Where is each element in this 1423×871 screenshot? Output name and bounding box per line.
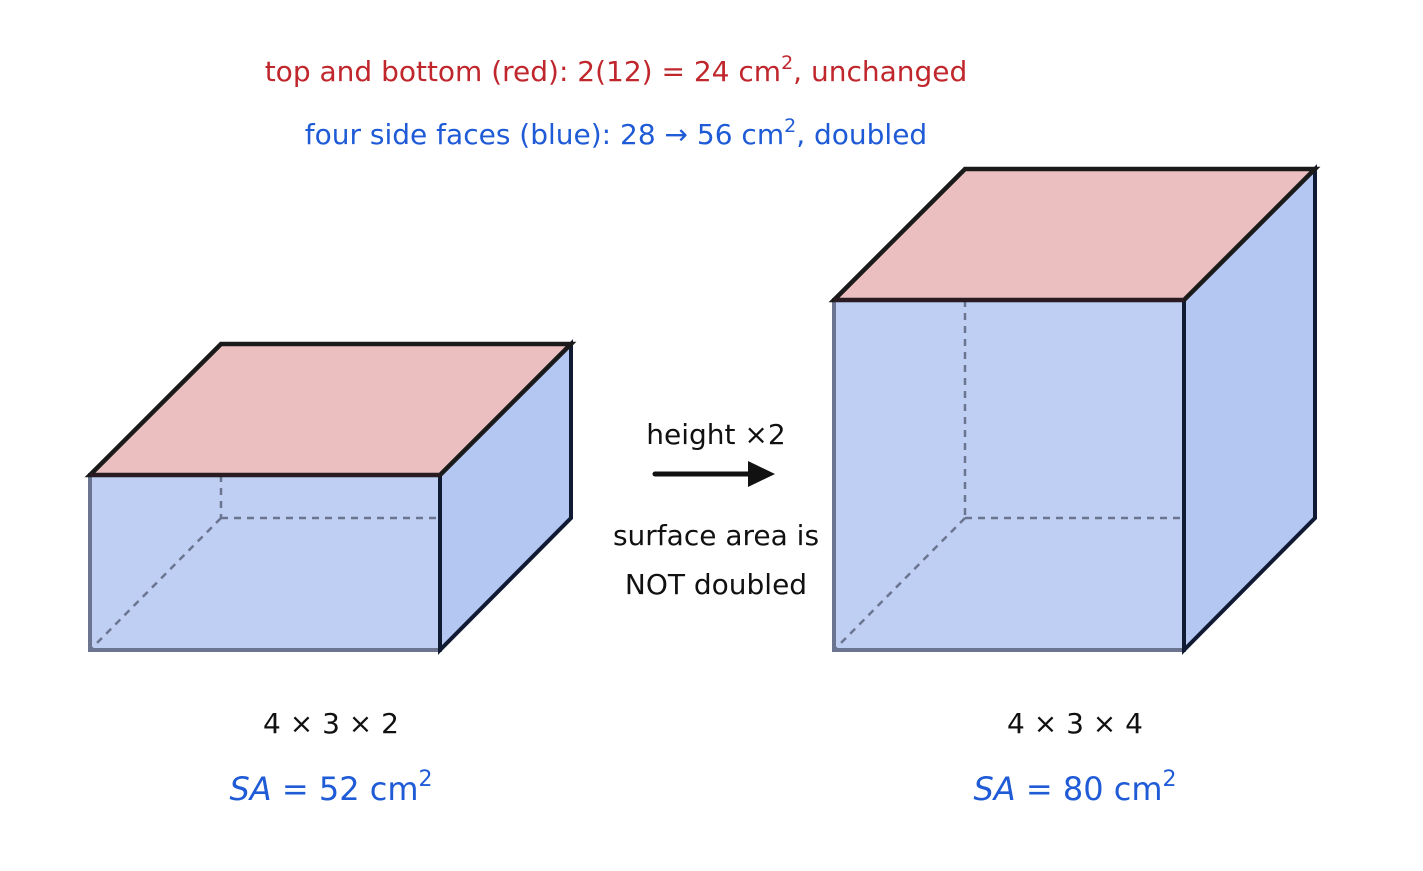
note-line-1: surface area is: [613, 519, 819, 552]
left-box-surface-area: SA = 52 cm2: [229, 767, 432, 808]
header-line-side-faces: four side faces (blue): 28 → 56 cm2, dou…: [305, 115, 927, 151]
left-box-front-face: [88, 473, 442, 652]
height-label: height ×2: [646, 418, 785, 451]
right-box-front-face: [832, 298, 1186, 652]
right-box-dimensions: 4 × 3 × 4: [1007, 707, 1143, 740]
right-box-surface-area: SA = 80 cm2: [973, 767, 1176, 808]
left-box-dimensions: 4 × 3 × 2: [263, 707, 399, 740]
header-line-top-bottom: top and bottom (red): 2(12) = 24 cm2, un…: [265, 52, 968, 88]
left-box: [84, 339, 577, 655]
right-box: [828, 164, 1321, 655]
left-box-hidden-edges: [89, 475, 440, 651]
note-line-2: NOT doubled: [625, 568, 807, 601]
arrow-right-icon: [652, 461, 775, 487]
right-box-hidden-edges: [833, 300, 1184, 651]
